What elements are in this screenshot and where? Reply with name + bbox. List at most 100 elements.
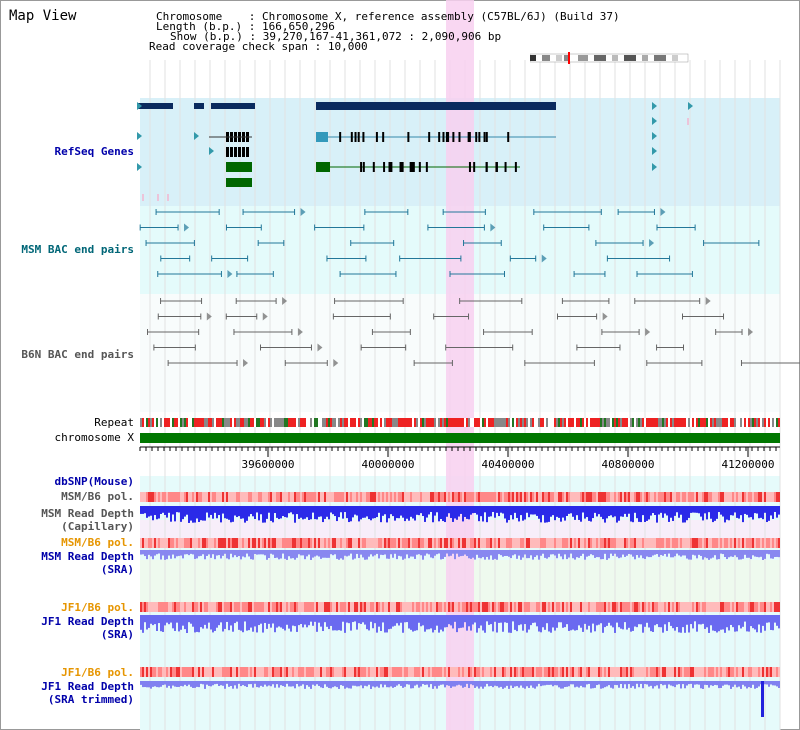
pol-segment: [436, 667, 438, 677]
pol-segment: [406, 538, 408, 548]
depth-bar: [300, 506, 302, 518]
repeat-segment: [248, 418, 250, 427]
pol-segment: [352, 602, 354, 612]
depth-bar: [684, 615, 686, 633]
depth-bar: [776, 681, 778, 687]
track-label-b6n-bac[interactable]: B6N BAC end pairs: [21, 348, 134, 361]
pol-segment: [264, 667, 266, 677]
pol-segment: [620, 492, 622, 502]
depth-bar: [270, 506, 272, 521]
repeat-segment: [450, 418, 452, 427]
pol-segment: [652, 667, 654, 677]
depth-bar: [526, 550, 528, 559]
depth-bar: [252, 550, 254, 560]
pol-segment: [566, 492, 568, 502]
depth-bar: [254, 506, 256, 520]
repeat-segment: [564, 418, 566, 427]
depth-bar: [412, 615, 414, 632]
depth-bar: [776, 550, 778, 557]
pol-segment: [778, 538, 780, 548]
pol-segment: [422, 492, 424, 502]
depth-bar: [440, 550, 442, 560]
length-value: 166,650,296: [261, 20, 335, 33]
pol-segment: [756, 602, 758, 612]
repeat-segment: [400, 418, 402, 427]
depth-bar: [408, 615, 410, 629]
pol-segment: [466, 602, 468, 612]
pol-segment: [642, 667, 644, 677]
depth-bar: [674, 615, 676, 631]
depth-bar: [348, 506, 350, 523]
pol-segment: [274, 492, 276, 502]
track-label-dbsnp[interactable]: dbSNP(Mouse): [54, 475, 134, 488]
depth-bar: [510, 550, 512, 559]
depth-bar: [564, 681, 566, 688]
pol-segment: [610, 667, 612, 677]
repeat-segment: [636, 418, 638, 427]
depth-bar: [462, 615, 464, 628]
depth-bar: [640, 506, 642, 523]
repeat-segment: [234, 418, 236, 427]
depth-bar: [430, 681, 432, 685]
depth-bar: [498, 506, 500, 517]
pol-segment: [654, 602, 656, 612]
pol-segment: [234, 602, 236, 612]
depth-bar: [466, 550, 468, 557]
depth-bar: [324, 681, 326, 685]
pol-segment: [482, 667, 484, 677]
depth-bar: [552, 681, 554, 687]
pol-segment: [668, 602, 670, 612]
exon: [418, 162, 421, 172]
pol-segment: [746, 492, 748, 502]
depth-bar: [734, 681, 736, 685]
pol-segment: [278, 492, 280, 502]
depth-bar: [476, 681, 478, 687]
depth-bar: [356, 506, 358, 516]
pol-segment: [608, 602, 610, 612]
depth-bar: [368, 681, 370, 685]
pol-segment: [586, 538, 588, 548]
chromosome-ideogram[interactable]: [530, 52, 690, 66]
pol-segment: [544, 602, 546, 612]
pol-segment: [764, 538, 766, 548]
pol-segment: [218, 538, 220, 548]
pol-segment: [180, 492, 182, 502]
depth-bar: [570, 615, 572, 631]
pol-segment: [726, 667, 728, 677]
pol-segment: [684, 667, 686, 677]
depth-bar: [252, 506, 254, 517]
depth-bar: [468, 550, 470, 559]
depth-bar: [618, 550, 620, 559]
pol-segment: [168, 538, 170, 548]
depth-bar: [414, 615, 416, 631]
pol-segment: [582, 602, 584, 612]
repeat-segment: [438, 418, 440, 427]
track-label-refseq[interactable]: RefSeq Genes: [54, 145, 134, 158]
depth-bar: [228, 506, 230, 520]
depth-bar: [682, 615, 684, 628]
chromosome-row: Chromosome : Chromosome X, reference ass…: [156, 10, 620, 23]
depth-bar: [458, 681, 460, 685]
pol-segment: [744, 492, 746, 502]
pol-segment: [762, 492, 764, 502]
depth-bar: [722, 550, 724, 555]
pol-segment: [318, 492, 320, 502]
pol-segment: [778, 667, 780, 677]
pol-segment: [716, 667, 718, 677]
depth-bar: [224, 506, 226, 519]
track-label-msm-bac[interactable]: MSM BAC end pairs: [21, 243, 134, 256]
depth-bar: [244, 550, 246, 558]
pol-segment: [752, 667, 754, 677]
pol-segment: [776, 602, 778, 612]
repeat-segment: [436, 418, 438, 427]
depth-bar: [250, 506, 252, 515]
axis-tick-label: 40000000: [362, 458, 415, 471]
pol-segment: [246, 492, 248, 502]
pol-segment: [586, 602, 588, 612]
pol-segment: [712, 667, 714, 677]
pol-segment: [186, 602, 188, 612]
repeat-segment: [274, 418, 276, 427]
depth-bar: [630, 681, 632, 688]
pol-segment: [650, 602, 652, 612]
